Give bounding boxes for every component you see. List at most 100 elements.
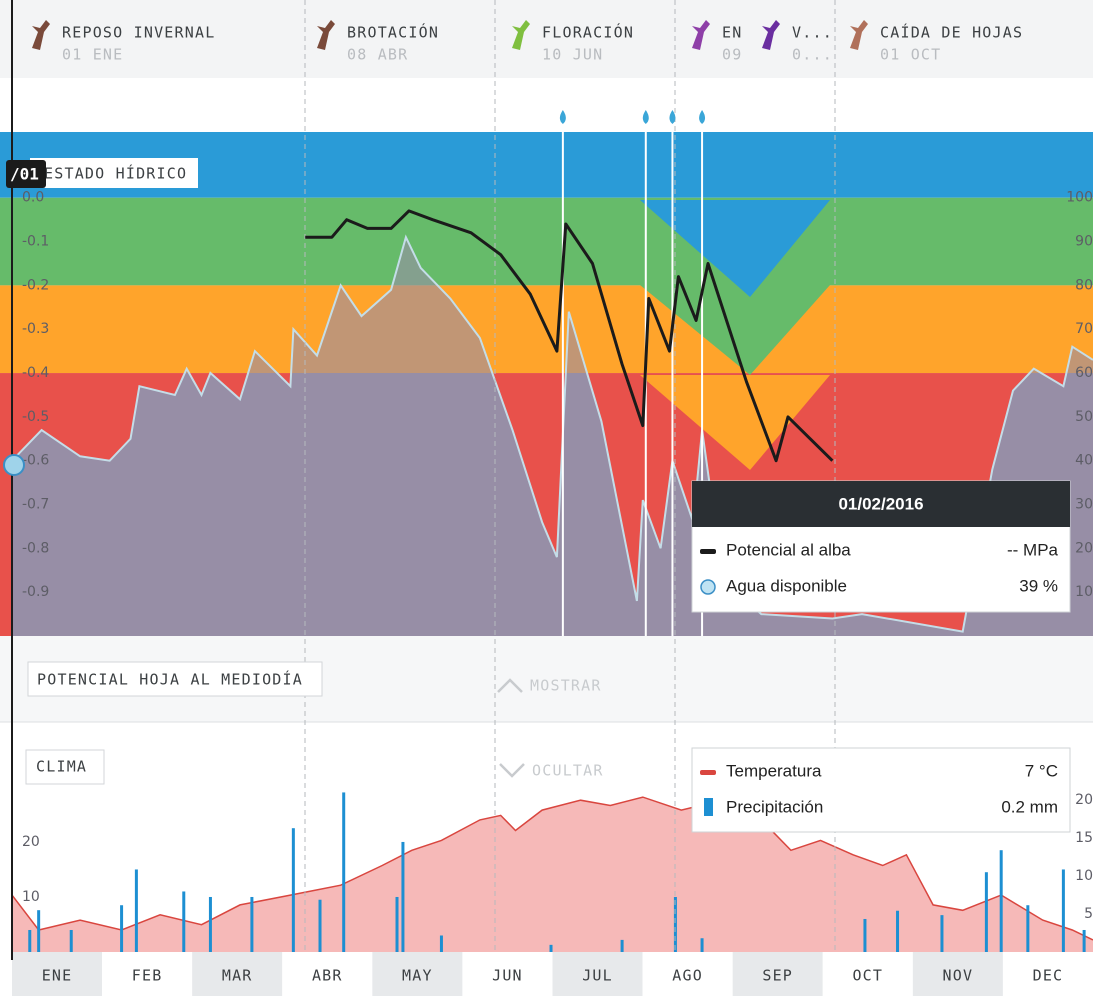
month-label: JUL bbox=[582, 967, 613, 985]
tooltip-value: 0.2 mm bbox=[1001, 797, 1058, 816]
month-label: MAR bbox=[222, 967, 253, 985]
precipitation-bar bbox=[401, 841, 405, 952]
legend-label: Agua disponible bbox=[726, 576, 847, 595]
month-label: FEB bbox=[132, 967, 163, 985]
month-cell bbox=[822, 952, 913, 996]
phase-name: REPOSO INVERNAL bbox=[62, 24, 215, 42]
precipitation-bar bbox=[37, 910, 41, 952]
dip-green bbox=[640, 285, 830, 375]
month-cell bbox=[1002, 952, 1093, 996]
area-layer bbox=[11, 234, 1093, 636]
chevron-down[interactable] bbox=[499, 763, 525, 778]
climate-box bbox=[25, 749, 105, 785]
phase-name: V... bbox=[792, 24, 833, 42]
month-label: ABR bbox=[312, 967, 343, 985]
phase-icon bbox=[32, 20, 50, 50]
precipitation-bar bbox=[984, 872, 988, 952]
panel-box bbox=[27, 661, 323, 697]
precipitation-bar bbox=[208, 896, 212, 952]
phase-icon bbox=[512, 20, 530, 50]
month-cell bbox=[912, 952, 1003, 996]
phase-icon bbox=[762, 20, 780, 50]
toggle-show[interactable]: MOSTRAR bbox=[530, 677, 602, 695]
precipitation-bar bbox=[549, 944, 553, 952]
y2-tick-label: 70 bbox=[1075, 321, 1093, 337]
legend-label: Precipitación bbox=[726, 797, 823, 816]
tooltip-value: 7 °C bbox=[1025, 761, 1058, 780]
phase-date: 09 bbox=[722, 46, 742, 64]
potential-line bbox=[305, 209, 834, 463]
month-cell bbox=[192, 952, 283, 996]
month-cell bbox=[552, 952, 643, 996]
dip-orange bbox=[640, 375, 830, 470]
climate-title: CLIMA bbox=[36, 758, 87, 776]
precipitation-bar bbox=[28, 929, 32, 952]
month-label: JUN bbox=[492, 967, 523, 985]
legend-icon bbox=[700, 579, 716, 595]
precipitation-bar bbox=[940, 915, 944, 952]
y2-tick-label: 80 bbox=[1075, 277, 1093, 293]
temperature-line bbox=[11, 796, 1093, 941]
precipitation-bar bbox=[863, 918, 867, 952]
precipitation-bar bbox=[1026, 905, 1030, 952]
line-layer bbox=[305, 209, 834, 463]
y-tick-label: -0.4 bbox=[22, 365, 49, 381]
precipitation-bar bbox=[342, 792, 346, 952]
phase-name: CAÍDA DE HOJAS bbox=[880, 23, 1023, 42]
precipitation-bar bbox=[318, 899, 322, 952]
month-label: DEC bbox=[1033, 967, 1064, 985]
precipitation-bar bbox=[134, 869, 138, 952]
phases: REPOSO INVERNAL 01 ENE BROTACIÓN 08 ABR FLOR… bbox=[32, 20, 1023, 64]
phase-date: 01 OCT bbox=[880, 46, 941, 64]
tooltip-title: 01/02/2016 bbox=[838, 494, 923, 513]
y2-tick-label: 5 bbox=[1084, 906, 1093, 922]
water-area bbox=[12, 373, 1093, 636]
legend-icon bbox=[700, 770, 716, 775]
phase-date: 08 ABR bbox=[347, 46, 408, 64]
phase-name: EN bbox=[722, 24, 742, 42]
tooltip-box bbox=[691, 747, 1071, 833]
precipitation-bar bbox=[120, 905, 124, 952]
y-tick-label: -0.9 bbox=[22, 584, 49, 600]
month-label: OCT bbox=[852, 967, 883, 985]
precipitation-bar bbox=[999, 850, 1003, 952]
tooltip-value: 39 % bbox=[1019, 576, 1058, 595]
month-cell bbox=[732, 952, 823, 996]
dip-blue bbox=[640, 200, 830, 297]
chevron-up[interactable] bbox=[497, 678, 523, 693]
chart-title: ESTADO HÍDRICO bbox=[44, 164, 187, 183]
phase-date: 0... bbox=[792, 46, 833, 64]
y2-tick-label: 20 bbox=[1075, 540, 1093, 556]
precipitation-bar bbox=[182, 891, 186, 952]
y-tick-label: -0.7 bbox=[22, 497, 49, 513]
cursor-tag bbox=[6, 160, 46, 188]
phase-date: 01 ENE bbox=[62, 46, 123, 64]
y2-tick-label: 60 bbox=[1075, 365, 1093, 381]
toggle-hide[interactable]: OCULTAR bbox=[532, 762, 604, 780]
temperature-area bbox=[12, 797, 1093, 952]
irrigation-drop bbox=[669, 110, 676, 124]
panel-title: POTENCIAL HOJA AL MEDIODÍA bbox=[37, 670, 303, 689]
month-cell bbox=[372, 952, 463, 996]
y2-tick-label: 50 bbox=[1075, 409, 1093, 425]
water-area-upper bbox=[184, 237, 1093, 374]
precipitation-bar bbox=[250, 896, 254, 952]
band bbox=[0, 197, 1093, 286]
y-tick-label: -0.2 bbox=[22, 277, 49, 293]
tick-layer: 0.0 -0.1 -0.2 -0.3 -0.4 -0.5 -0.6 -0.7 -0.8 -0.9 1… bbox=[22, 190, 1093, 922]
y-tick-label: 20 bbox=[22, 834, 40, 850]
month-label: AGO bbox=[672, 967, 703, 985]
month-label: NOV bbox=[943, 967, 974, 985]
precipitation-bar bbox=[1082, 929, 1086, 952]
month-cell bbox=[102, 952, 193, 996]
y-tick-label: -0.5 bbox=[22, 409, 49, 425]
y2-tick-label: 10 bbox=[1075, 868, 1093, 884]
cursor-dot bbox=[3, 454, 25, 476]
y-tick-label: -0.8 bbox=[22, 540, 49, 556]
y2-tick-label: 10 bbox=[1075, 584, 1093, 600]
cursor-label: /01 bbox=[10, 165, 39, 184]
tooltip-value: -- MPa bbox=[1007, 540, 1059, 559]
precipitation-bar bbox=[620, 939, 624, 952]
phase-icon bbox=[692, 20, 710, 50]
tooltip-header bbox=[692, 481, 1070, 527]
